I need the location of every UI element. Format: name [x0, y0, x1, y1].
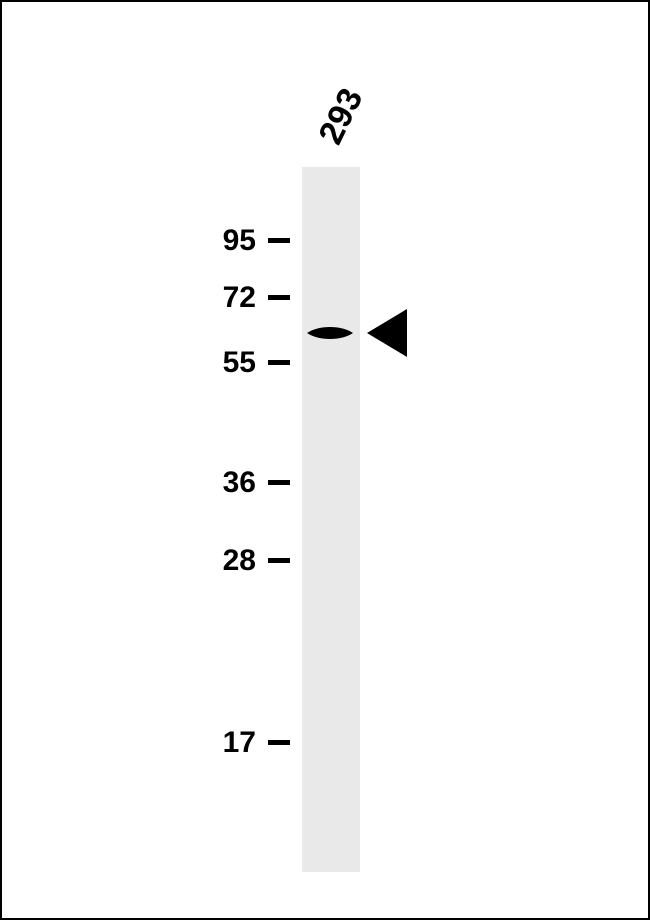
blot-frame: 293 957255362817 [0, 0, 650, 920]
band-arrow-icon [2, 2, 650, 922]
